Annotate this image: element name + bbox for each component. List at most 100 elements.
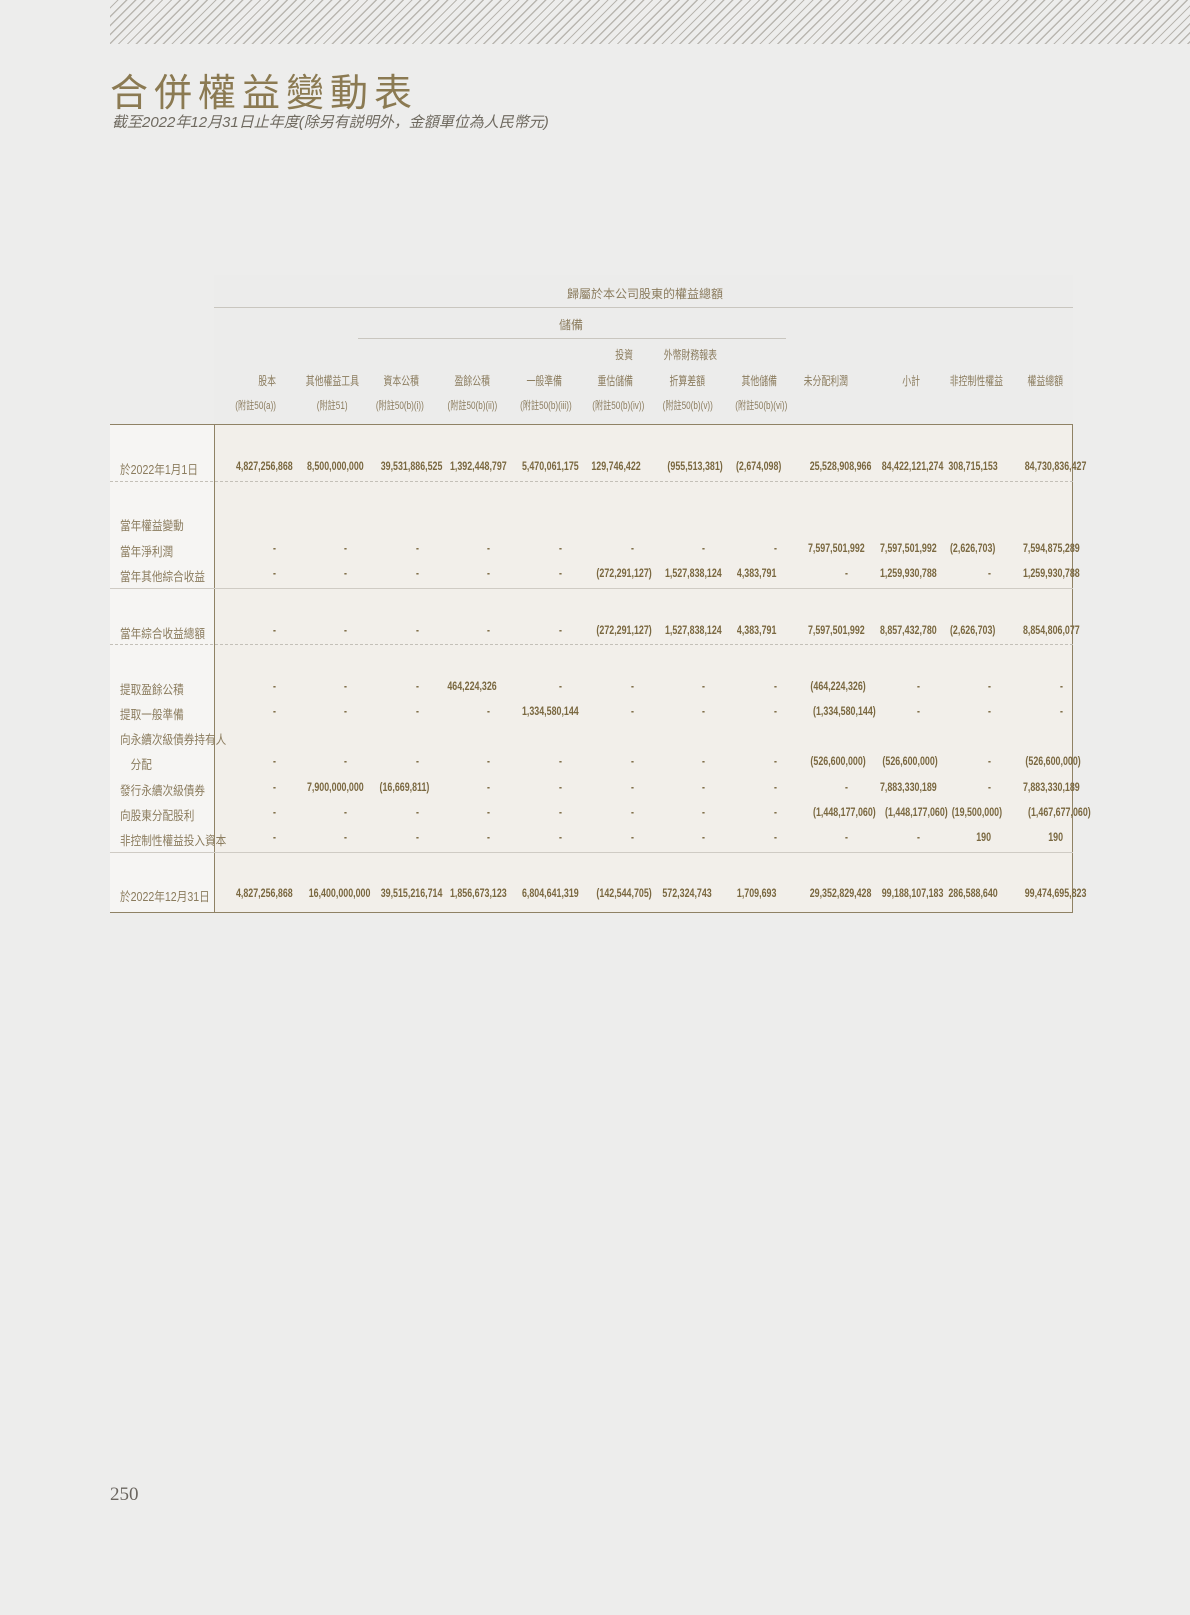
table-cell: 39,515,216,714	[359, 886, 442, 900]
table-cell: 1,527,838,124	[645, 566, 722, 580]
column-header-line1: 外幣財務報表	[645, 346, 717, 363]
table-cell: -	[502, 566, 562, 580]
cell-value: -	[415, 830, 419, 844]
column-header-text: 股本	[257, 374, 276, 388]
row-label-text: 非控制性權益投入資本	[120, 834, 227, 848]
table-cell: -	[574, 679, 634, 693]
table-cell: -	[430, 830, 490, 844]
cell-value: 7,597,501,992	[808, 623, 865, 637]
table-cell: 99,188,107,183	[860, 886, 944, 900]
table-cell: 286,588,640	[931, 886, 998, 900]
column-header-line2: 資本公積	[359, 372, 419, 389]
cell-value: -	[916, 704, 920, 718]
table-cell: -	[502, 754, 562, 768]
row-label-text: 提取一般準備	[120, 708, 184, 722]
column-header-line2: 一般準備	[502, 372, 562, 389]
cell-value: 7,883,330,189	[1022, 780, 1080, 794]
table-cell: -	[216, 704, 276, 718]
cell-value: -	[773, 805, 777, 819]
cell-value: -	[487, 566, 491, 580]
row-label: 分配	[120, 754, 158, 773]
header-divider	[214, 307, 1073, 308]
table-cell: -	[216, 780, 276, 794]
table-cell: 39,531,886,525	[359, 459, 442, 473]
table-cell: (2,626,703)	[934, 623, 995, 637]
row-label-text: 當年權益變動	[120, 519, 184, 533]
table-cell: -	[287, 704, 347, 718]
cell-value: 464,224,326	[447, 679, 498, 693]
cell-value: -	[916, 679, 920, 693]
table-cell: (142,544,705)	[577, 886, 651, 900]
table-cell: -	[359, 704, 419, 718]
table-cell: 1,334,580,144	[502, 704, 579, 718]
cell-value: -	[702, 679, 706, 693]
cell-value: -	[344, 704, 348, 718]
table-cell: 84,730,836,427	[1003, 459, 1087, 473]
cell-value: -	[630, 754, 634, 768]
table-cell: (19,500,000)	[934, 805, 1002, 819]
column-header-line2: 重估儲備	[574, 372, 634, 389]
column-header-line2: 折算差額	[645, 372, 706, 389]
column-header-text: 未分配利潤	[803, 374, 849, 388]
table-cell: (272,291,127)	[577, 566, 651, 580]
cell-value: -	[558, 780, 562, 794]
column-header-text: (附註50(b)(iii))	[520, 400, 572, 412]
table-cell: -	[216, 623, 276, 637]
table-cell: 7,594,875,289	[1003, 541, 1080, 555]
table-cell: -	[502, 623, 562, 637]
table-cell: 190	[1003, 830, 1063, 844]
cell-value: -	[415, 623, 419, 637]
table-cell: 7,883,330,189	[860, 780, 937, 794]
table-cell: -	[860, 679, 920, 693]
table-cell: -	[788, 830, 848, 844]
column-header-note: (附註50(b)(iii))	[502, 397, 572, 413]
column-header-note: (附註50(b)(i))	[359, 397, 424, 413]
row-label: 向永續次級債券持有人	[120, 729, 245, 748]
table-header-area	[214, 275, 1073, 424]
column-header-text: 重估儲備	[597, 374, 634, 388]
row-label: 當年其他綜合收益	[120, 566, 220, 585]
table-cell: -	[645, 780, 705, 794]
row-label-text: 當年綜合收益總額	[120, 627, 206, 641]
cell-value: 308,715,153	[948, 459, 999, 473]
table-bottom-rule	[110, 912, 1073, 913]
cell-value: -	[773, 754, 777, 768]
cell-value: (2,674,098)	[735, 459, 782, 473]
column-header-line2: 其他權益工具	[287, 372, 359, 389]
column-header-text: 資本公積	[383, 374, 419, 388]
cell-value: 7,594,875,289	[1022, 541, 1080, 555]
cell-value: -	[272, 623, 276, 637]
column-header-text: 非控制性權益	[950, 374, 1004, 388]
cell-value: -	[845, 780, 849, 794]
table-cell: -	[430, 704, 490, 718]
cell-value: (955,513,381)	[667, 459, 723, 473]
column-header-text: 折算差額	[669, 374, 706, 388]
cell-value: 8,500,000,000	[307, 459, 364, 473]
cell-value: -	[487, 754, 491, 768]
column-header-text: (附註50(b)(iv))	[591, 400, 644, 412]
table-cell: -	[574, 780, 634, 794]
cell-value: -	[415, 541, 419, 555]
cell-value: -	[272, 679, 276, 693]
cell-value: (2,626,703)	[950, 541, 996, 555]
cell-value: -	[558, 679, 562, 693]
cell-value: -	[1060, 704, 1063, 718]
table-cell: 464,224,326	[430, 679, 497, 693]
cell-value: -	[988, 566, 992, 580]
cell-value: (272,291,127)	[595, 623, 652, 637]
table-cell: -	[502, 805, 562, 819]
cell-value: 190	[976, 830, 992, 844]
table-cell: (526,600,000)	[1006, 754, 1080, 768]
column-header-line2: 小計	[860, 372, 920, 389]
cell-value: (1,467,677,060)	[1028, 805, 1091, 819]
table-cell: 1,709,693	[717, 886, 777, 900]
table-cell: -	[216, 805, 276, 819]
table-cell: -	[359, 623, 419, 637]
cell-value: -	[630, 830, 634, 844]
column-header-text: 權益總額	[1027, 374, 1063, 388]
table-cell: -	[216, 679, 276, 693]
row-label-text: 向永續次級債券持有人	[120, 733, 227, 747]
cell-value: (272,291,127)	[595, 566, 652, 580]
table-cell: (16,669,811)	[362, 780, 429, 794]
row-divider	[110, 588, 1073, 589]
